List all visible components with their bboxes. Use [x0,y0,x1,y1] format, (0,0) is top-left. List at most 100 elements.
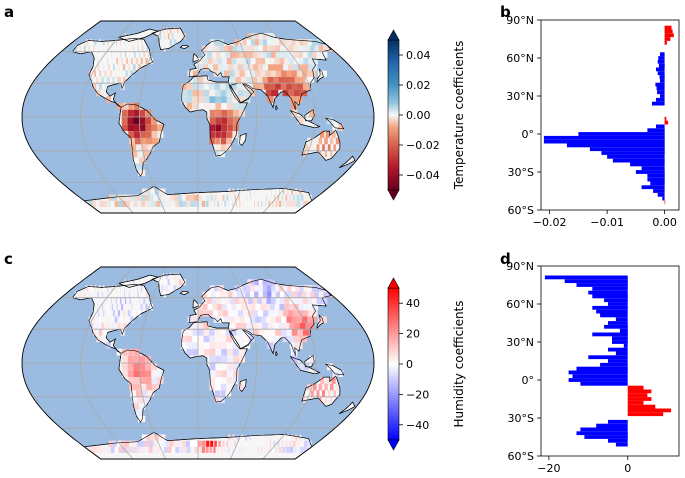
grid-cell [149,440,157,447]
grid-cell [181,329,187,336]
latitude-bar [656,124,665,129]
grid-cell [116,285,117,292]
grid-cell [133,355,140,363]
grid-cell [245,45,253,52]
grid-cell [192,83,198,90]
grid-cell [117,76,121,84]
grid-cell [218,310,224,317]
latitude-bar [607,154,665,159]
grid-cell [137,440,145,447]
grid-cell [92,310,94,317]
grid-cell [302,70,311,77]
grid-cell [317,316,327,323]
plot-frame [540,19,680,211]
colorbar-extend-bottom [387,189,400,201]
grid-cell [238,137,244,145]
grid-cell [214,335,221,343]
grid-cell [330,383,334,391]
grid-cell [203,322,210,330]
grid-cell [147,297,151,304]
grid-cell [309,355,316,363]
grid-cell [203,348,210,356]
grid-cell [233,370,239,378]
grid-cell [225,51,232,58]
grid-cell [120,39,121,46]
coastline [325,117,345,130]
grid-cell [248,89,256,97]
grid-cell [205,200,209,207]
grid-cell [198,440,202,447]
grid-cell [220,144,226,151]
grid-cell [160,279,162,286]
grid-cell [269,303,279,311]
grid-cell [186,446,191,453]
grid-cell [264,446,267,453]
grid-cell [102,45,103,52]
grid-cell [146,45,148,52]
grid-cell [298,64,308,71]
latitude-bar [623,343,628,348]
grid-cell [233,355,240,363]
grid-cell [234,39,242,46]
latitude-bar [604,324,628,329]
grid-cell [218,64,224,71]
grid-cell [138,297,141,304]
grid-cell [198,342,204,349]
grid-cell [229,316,236,323]
grid-cell [226,194,229,201]
grid-cell [324,396,327,404]
grid-cell [221,383,227,391]
grid-cell [152,446,160,453]
grid-cell [102,291,103,298]
grid-cell [198,76,204,84]
grid-cell [242,329,249,336]
grid-cell [262,322,270,330]
grid-cell [278,200,282,207]
x-tick-label: −0.01 [590,216,624,229]
grid-cell [128,377,135,384]
grid-cell [286,316,295,323]
grid-cell [145,117,152,125]
grid-cell [262,194,263,201]
grid-cell [74,45,78,52]
grid-cell [281,194,284,201]
grid-cell [271,200,274,207]
grid-cell [331,377,336,384]
grid-cell [265,316,274,323]
grid-cell [242,194,244,201]
grid-cell [185,440,191,447]
coastline [275,104,278,111]
grid-cell [257,76,265,84]
coastline [289,356,321,375]
grid-cell [324,137,328,145]
grid-cell [208,64,214,71]
grid-cell [234,440,236,447]
grid-cell [288,310,297,317]
grid-cell [193,194,198,201]
meridian-line [230,21,258,213]
grid-cell [308,194,312,201]
grid-cell [291,70,301,77]
grid-cell [186,335,193,343]
grid-cell [327,117,333,125]
grid-cell [226,342,233,349]
grid-cell [224,446,227,453]
grid-cell [163,279,166,286]
grid-cell [221,342,228,349]
grid-cell [133,440,142,447]
grid-cell [220,446,223,453]
grid-cell [192,102,198,110]
grid-cell [283,434,285,441]
grid-cell [109,316,113,323]
latitude-bar [608,321,628,325]
coastline [239,378,247,392]
grid-cell [186,342,193,349]
temperature-latitude-bars: 90°N 60°N 30°N 0° 30°S 60°S−0.02 −0.01 0.00 [506,14,680,229]
grid-cell [130,316,134,323]
grid-cell [141,440,149,447]
grid-cell [125,51,127,58]
grid-cell [246,322,254,330]
grid-cell [213,200,216,207]
grid-cell [254,446,255,453]
latitude-bar [656,67,665,72]
